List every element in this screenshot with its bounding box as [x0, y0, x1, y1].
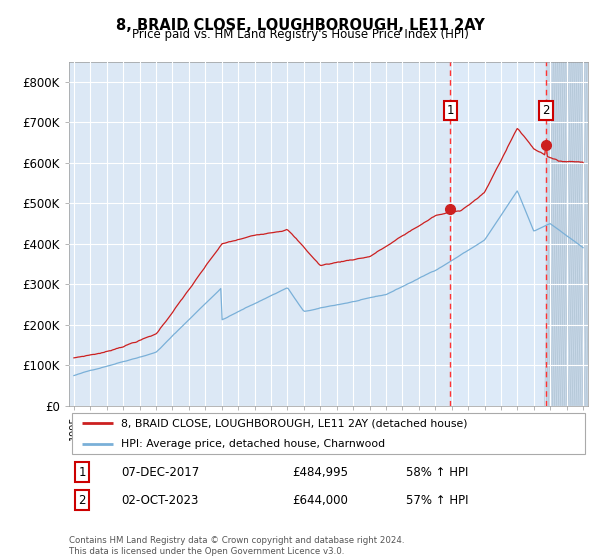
Text: Price paid vs. HM Land Registry's House Price Index (HPI): Price paid vs. HM Land Registry's House … — [131, 28, 469, 41]
Text: 1: 1 — [78, 465, 86, 479]
Bar — [451, 62, 546, 406]
Text: 8, BRAID CLOSE, LOUGHBOROUGH, LE11 2AY: 8, BRAID CLOSE, LOUGHBOROUGH, LE11 2AY — [116, 18, 484, 33]
Text: 57% ↑ HPI: 57% ↑ HPI — [406, 494, 469, 507]
Text: 02-OCT-2023: 02-OCT-2023 — [121, 494, 198, 507]
Text: 8, BRAID CLOSE, LOUGHBOROUGH, LE11 2AY (detached house): 8, BRAID CLOSE, LOUGHBOROUGH, LE11 2AY (… — [121, 418, 467, 428]
FancyBboxPatch shape — [71, 413, 586, 454]
Text: 07-DEC-2017: 07-DEC-2017 — [121, 465, 199, 479]
Text: £484,995: £484,995 — [292, 465, 348, 479]
Text: 58% ↑ HPI: 58% ↑ HPI — [406, 465, 469, 479]
Text: 2: 2 — [542, 104, 550, 116]
Text: 2: 2 — [78, 494, 86, 507]
Text: Contains HM Land Registry data © Crown copyright and database right 2024.
This d: Contains HM Land Registry data © Crown c… — [69, 536, 404, 556]
Text: £644,000: £644,000 — [292, 494, 348, 507]
Text: HPI: Average price, detached house, Charnwood: HPI: Average price, detached house, Char… — [121, 439, 385, 449]
Text: 1: 1 — [446, 104, 454, 116]
Bar — [546, 62, 588, 406]
